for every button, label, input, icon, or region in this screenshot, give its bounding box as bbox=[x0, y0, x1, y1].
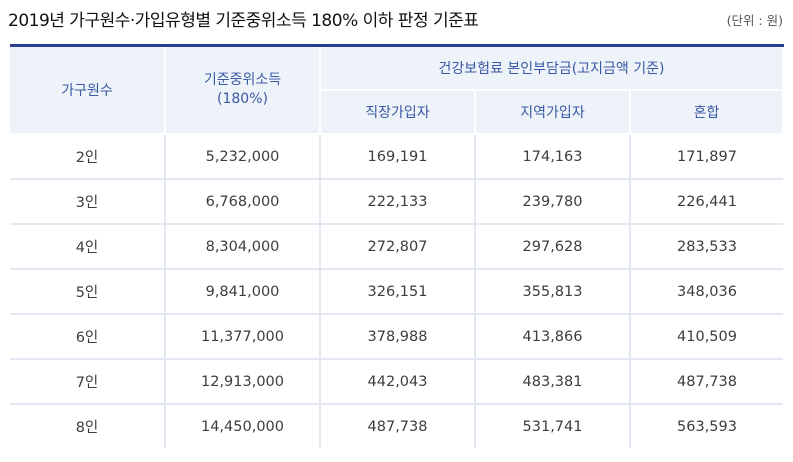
cell-regional: 174,163 bbox=[475, 134, 631, 180]
cell-household-size: 2인 bbox=[10, 134, 166, 180]
cell-mixed: 171,897 bbox=[630, 134, 783, 180]
table-row: 4인 8,304,000 272,807 297,628 283,533 bbox=[10, 224, 783, 270]
unit-label: (단위 : 원) bbox=[726, 13, 783, 28]
cell-regional: 297,628 bbox=[475, 224, 631, 270]
cell-workplace: 272,807 bbox=[320, 224, 476, 270]
cell-regional: 483,381 bbox=[475, 359, 631, 405]
table-row: 6인 11,377,000 378,988 413,866 410,509 bbox=[10, 314, 783, 360]
cell-mixed: 487,738 bbox=[630, 359, 783, 405]
cell-workplace: 487,738 bbox=[320, 404, 476, 448]
cell-regional: 355,813 bbox=[475, 269, 631, 315]
header-regional: 지역가입자 bbox=[475, 89, 631, 135]
cell-workplace: 169,191 bbox=[320, 134, 476, 180]
cell-median-income: 5,232,000 bbox=[165, 134, 321, 180]
cell-median-income: 12,913,000 bbox=[165, 359, 321, 405]
cell-regional: 239,780 bbox=[475, 179, 631, 225]
header-mixed: 혼합 bbox=[630, 89, 784, 135]
cell-household-size: 7인 bbox=[10, 359, 166, 405]
cell-workplace: 378,988 bbox=[320, 314, 476, 360]
table-row: 3인 6,768,000 222,133 239,780 226,441 bbox=[10, 179, 783, 225]
cell-household-size: 5인 bbox=[10, 269, 166, 315]
table-row: 7인 12,913,000 442,043 483,381 487,738 bbox=[10, 359, 783, 405]
cell-median-income: 9,841,000 bbox=[165, 269, 321, 315]
cell-household-size: 4인 bbox=[10, 224, 166, 270]
cell-mixed: 563,593 bbox=[677, 418, 737, 435]
criteria-table: 가구원수 기준중위소득 (180%) 건강보험료 본인부담금(고지금액 기준) … bbox=[10, 44, 784, 448]
header-income-line1: 기준중위소득 bbox=[203, 72, 282, 88]
cell-mixed: 226,441 bbox=[630, 179, 783, 225]
table-row: 5인 9,841,000 326,151 355,813 348,036 bbox=[10, 269, 783, 315]
table-row: 8인 14,450,000 487,738 531,741 563,593 bbox=[10, 404, 783, 448]
cell-workplace: 326,151 bbox=[320, 269, 476, 315]
page-title: 2019년 가구원수·가입유형별 기준중위소득 180% 이하 판정 기준표 bbox=[8, 11, 479, 31]
cell-median-income: 14,450,000 bbox=[165, 404, 321, 448]
cell-mixed: 348,036 bbox=[630, 269, 783, 315]
cell-household-size: 6인 bbox=[10, 314, 166, 360]
cell-workplace: 442,043 bbox=[320, 359, 476, 405]
cell-mixed: 410,509 bbox=[630, 314, 783, 360]
header-workplace: 직장가입자 bbox=[320, 89, 476, 135]
cell-regional: 413,866 bbox=[475, 314, 631, 360]
cell-mixed: 283,533 bbox=[630, 224, 783, 270]
header-income-line2: (180%) bbox=[217, 91, 268, 107]
cell-household-size: 3인 bbox=[10, 179, 166, 225]
cell-median-income: 6,768,000 bbox=[165, 179, 321, 225]
cell-workplace: 222,133 bbox=[320, 179, 476, 225]
header-premium-group: 건강보험료 본인부담금(고지금액 기준) bbox=[320, 44, 784, 91]
cell-median-income: 11,377,000 bbox=[165, 314, 321, 360]
table-row: 2인 5,232,000 169,191 174,163 171,897 bbox=[10, 134, 783, 180]
header-median-income: 기준중위소득 (180%) bbox=[165, 44, 321, 135]
cell-median-income: 8,304,000 bbox=[165, 224, 321, 270]
cell-regional: 531,741 bbox=[475, 404, 631, 448]
cell-household-size: 8인 bbox=[10, 404, 166, 448]
header-household-size: 가구원수 bbox=[10, 44, 166, 135]
